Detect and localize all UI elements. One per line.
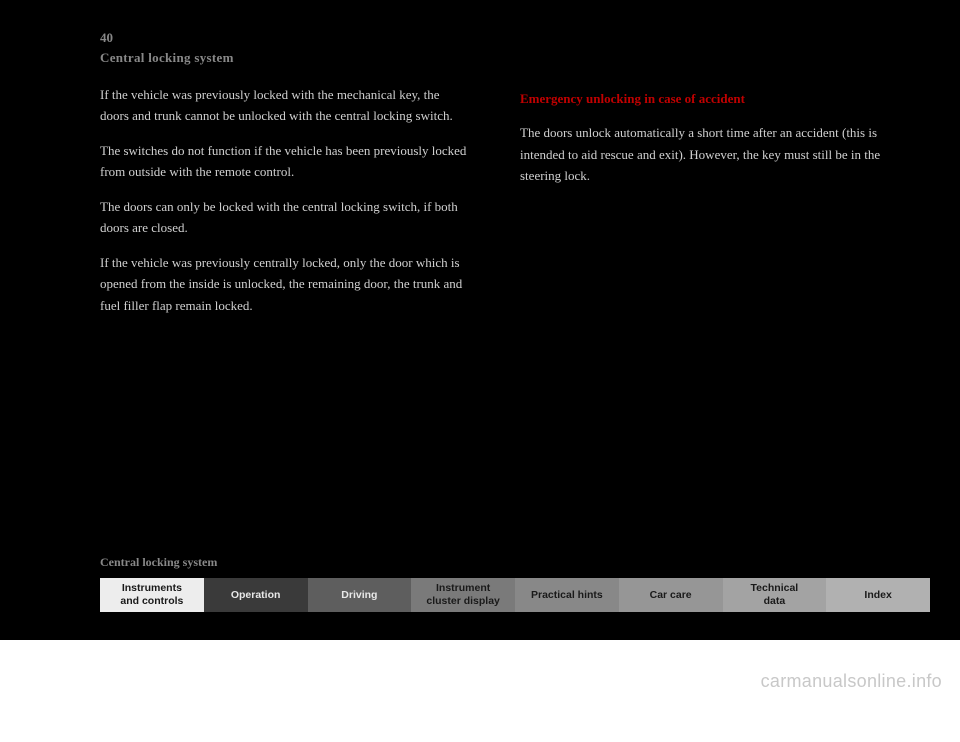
left-column: If the vehicle was previously locked wit…: [100, 84, 470, 329]
nav-tab[interactable]: Operation: [204, 578, 308, 612]
paragraph: The doors can only be locked with the ce…: [100, 196, 470, 239]
paragraph: If the vehicle was previously centrally …: [100, 252, 470, 316]
nav-tab[interactable]: Car care: [619, 578, 723, 612]
content-columns: If the vehicle was previously locked wit…: [100, 84, 890, 329]
nav-strip: Instrumentsand controlsOperationDrivingI…: [100, 578, 930, 612]
nav-tab[interactable]: Technicaldata: [723, 578, 827, 612]
nav-tab[interactable]: Index: [826, 578, 930, 612]
nav-tab[interactable]: Instrumentcluster display: [411, 578, 515, 612]
manual-page: 40 Central locking system If the vehicle…: [0, 0, 960, 640]
section-label: Central locking system: [100, 50, 890, 66]
paragraph: The switches do not function if the vehi…: [100, 140, 470, 183]
nav-tab[interactable]: Driving: [308, 578, 412, 612]
emergency-heading: Emergency unlocking in case of accident: [520, 88, 890, 109]
nav-tab[interactable]: Practical hints: [515, 578, 619, 612]
right-column: Emergency unlocking in case of accident …: [520, 84, 890, 329]
legend-label: Central locking system: [100, 555, 217, 570]
nav-tab[interactable]: Instrumentsand controls: [100, 578, 204, 612]
page-number: 40: [100, 30, 113, 46]
paragraph: If the vehicle was previously locked wit…: [100, 84, 470, 127]
watermark: carmanualsonline.info: [761, 671, 942, 692]
paragraph: The doors unlock automatically a short t…: [520, 122, 890, 186]
